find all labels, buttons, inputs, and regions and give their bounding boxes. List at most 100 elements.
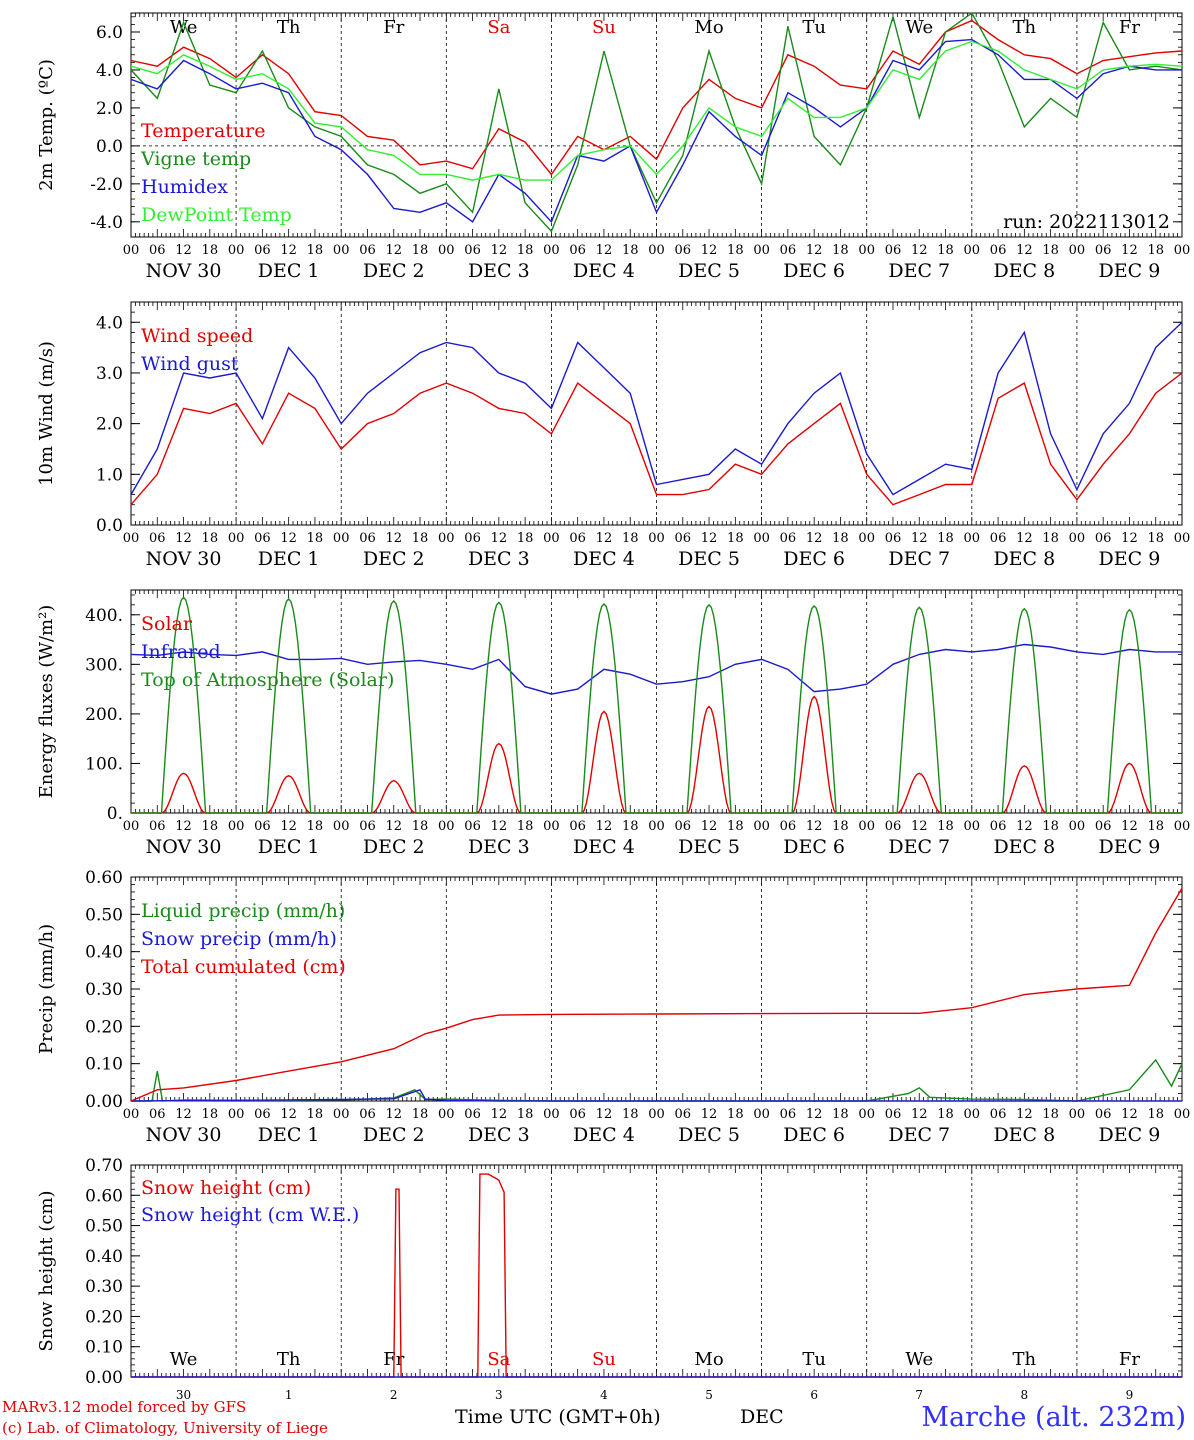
hour-tick-label: 18 — [202, 243, 219, 258]
weekday-label: We — [905, 1349, 933, 1370]
hour-tick-label: 12 — [491, 1107, 508, 1122]
hour-tick-label: 00 — [648, 243, 665, 258]
hour-tick-label: 18 — [622, 531, 639, 546]
hour-tick-label: 06 — [780, 243, 797, 258]
hour-tick-label: 12 — [911, 819, 928, 834]
hour-tick-label: 12 — [175, 1107, 192, 1122]
temperature-panel: -4.0 -2.0 0.0 2.0 4.0 6.0 2m Temp. (ºC) 00 06 12 1… — [36, 11, 1190, 282]
legend-entry: Humidex — [141, 176, 228, 198]
hour-tick-label: 12 — [385, 1107, 402, 1122]
hour-tick-label: 18 — [832, 243, 849, 258]
y-tick-label: 0.20 — [85, 1017, 123, 1037]
hour-tick-label: 18 — [1147, 243, 1164, 258]
hour-tick-label: 18 — [412, 243, 429, 258]
date-label: DEC 3 — [468, 1124, 530, 1146]
hour-tick-label: 18 — [307, 1107, 324, 1122]
weekday-label: Th — [277, 17, 301, 38]
hour-tick-label: 18 — [517, 243, 534, 258]
hour-tick-label: 18 — [202, 819, 219, 834]
hour-tick-label: 00 — [858, 819, 875, 834]
day-number-label: 7 — [915, 1388, 923, 1400]
hour-tick-label: 06 — [990, 243, 1007, 258]
hour-tick-label: 06 — [569, 531, 586, 546]
hour-tick-label: 00 — [228, 243, 245, 258]
date-label: DEC 1 — [258, 1124, 320, 1146]
y-tick-label: 300. — [85, 655, 123, 675]
hour-tick-label: 12 — [1121, 819, 1138, 834]
legend-entry: Temperature — [141, 120, 265, 142]
hour-tick-label: 00 — [543, 531, 560, 546]
hour-tick-label: 18 — [622, 243, 639, 258]
hour-tick-label: 06 — [675, 1107, 692, 1122]
hour-tick-label: 18 — [832, 1107, 849, 1122]
y-tick-label: 200. — [85, 705, 123, 725]
hour-tick-label: 12 — [806, 819, 823, 834]
meteogram: -4.0-2.00.02.04.06.02m Temp. (ºC)00 06 12 1… — [36, 11, 1190, 1400]
series-line-wind-gust — [130, 321, 1183, 496]
y-tick-label: -4.0 — [90, 213, 123, 233]
series-line-infrared — [130, 643, 1182, 695]
y-tick-label: 1.0 — [96, 465, 123, 485]
hour-tick-label: 18 — [937, 243, 954, 258]
day-number-label: 9 — [1126, 1388, 1134, 1400]
hour-tick-label: 00 — [753, 819, 770, 834]
day-number-label: 6 — [810, 1388, 818, 1400]
hour-tick-label: 12 — [491, 531, 508, 546]
hour-tick-label: 06 — [359, 819, 376, 834]
date-label: DEC 2 — [363, 1124, 425, 1146]
hour-tick-label: 18 — [1147, 819, 1164, 834]
legend-entry: Total cumulated (cm) — [141, 956, 346, 978]
time-axis-label: Time UTC (GMT+0h) — [455, 1406, 661, 1428]
weekday-label: Tu — [802, 17, 826, 38]
hour-tick-label: 06 — [885, 1107, 902, 1122]
snow-panel: 0.00 0.10 0.20 0.30 0.40 0.50 0.60 0.70 Snow hei… — [36, 1156, 1183, 1400]
hour-tick-label: 12 — [911, 243, 928, 258]
hour-tick-label: 06 — [885, 531, 902, 546]
legend-entry: Solar — [141, 613, 193, 635]
y-tick-label: 400. — [85, 606, 123, 626]
hour-tick-label: 00 — [333, 1107, 350, 1122]
hour-tick-label: 12 — [911, 531, 928, 546]
hour-tick-label: 00 — [543, 1107, 560, 1122]
run-annotation: run: 2022113012 — [1003, 211, 1170, 233]
legend-entry: Snow precip (mm/h) — [141, 928, 337, 950]
hour-tick-label: 12 — [1121, 243, 1138, 258]
legend-entry: Vigne temp — [140, 148, 251, 170]
hour-tick-label: 12 — [701, 243, 718, 258]
hour-tick-label: 00 — [1069, 243, 1086, 258]
y-tick-label: 4.0 — [96, 61, 123, 81]
date-label: DEC 9 — [1099, 548, 1161, 570]
hour-tick-label: 06 — [464, 1107, 481, 1122]
hour-tick-label: 18 — [517, 1107, 534, 1122]
y-tick-label: 0.0 — [96, 516, 123, 536]
date-label: NOV 30 — [146, 836, 222, 858]
date-label: DEC 4 — [573, 260, 635, 282]
hour-tick-label: 18 — [727, 531, 744, 546]
hour-tick-label: 12 — [280, 531, 297, 546]
date-label: DEC 7 — [888, 260, 950, 282]
hour-tick-label: 18 — [832, 531, 849, 546]
date-label: DEC 5 — [678, 548, 740, 570]
y-axis-label: 2m Temp. (ºC) — [36, 59, 57, 191]
hour-tick-label: 18 — [727, 1107, 744, 1122]
hour-tick-label: 12 — [175, 819, 192, 834]
weekday-label: Th — [277, 1349, 301, 1370]
station-name: Marche (alt. 232m) — [921, 1402, 1186, 1433]
series-line-temperature — [130, 19, 1183, 176]
hour-tick-label: 06 — [780, 1107, 797, 1122]
hour-tick-label: 00 — [333, 531, 350, 546]
weekday-label: We — [170, 17, 198, 38]
date-label: DEC 1 — [258, 548, 320, 570]
y-axis-label: 10m Wind (m/s) — [36, 341, 57, 486]
hour-tick-label: 06 — [675, 819, 692, 834]
date-label: DEC 9 — [1099, 836, 1161, 858]
hour-tick-label: 12 — [596, 531, 613, 546]
hour-tick-label: 18 — [307, 243, 324, 258]
hour-tick-label: 06 — [359, 531, 376, 546]
lab-credit: (c) Lab. of Climatology, University of L… — [2, 1419, 328, 1437]
day-number-label: 4 — [600, 1388, 608, 1400]
hour-tick-label: 00 — [438, 1107, 455, 1122]
date-label: DEC 6 — [783, 548, 845, 570]
date-label: DEC 6 — [783, 1124, 845, 1146]
hour-tick-label: 12 — [596, 243, 613, 258]
